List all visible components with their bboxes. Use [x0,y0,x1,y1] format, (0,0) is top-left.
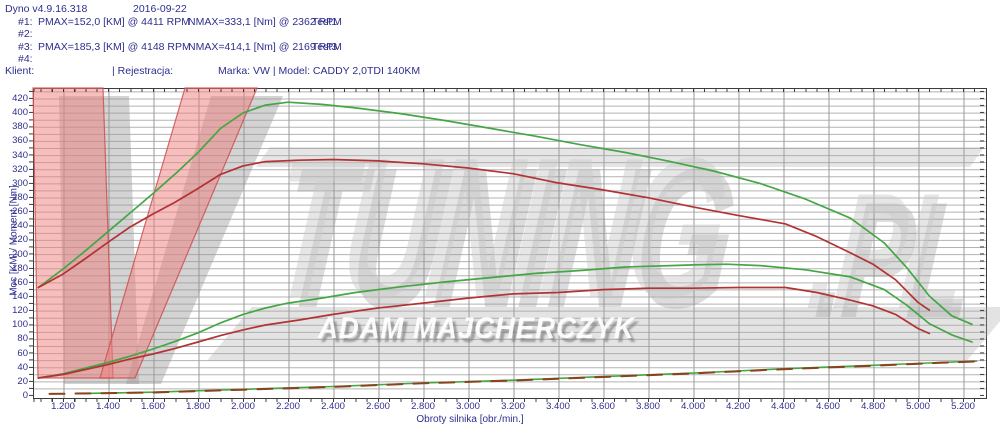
x-tick-label: 2.800 [411,401,435,412]
run1-nmax: NMAX=333,1 [Nm] @ 2362 RPM [188,16,342,28]
x-tick-label: 3.000 [456,401,480,412]
y-tick-label: 80 [17,333,28,345]
y-tick-label: 260 [12,206,28,218]
y-tick-label: 180 [12,262,28,274]
x-tick-label: 4.800 [861,401,885,412]
x-tick-label: 5.200 [951,401,975,412]
x-tick-label: 4.200 [726,401,750,412]
y-tick-label: 140 [12,291,28,302]
x-tick-label: 1.800 [186,401,210,412]
y-tick-label: 280 [12,192,28,203]
y-tick-label: 20 [17,375,28,387]
y-tick-label: 340 [12,149,28,161]
x-tick-label: 3.200 [501,401,525,412]
x-tick-label: 2.200 [276,401,300,412]
y-tick-label: 0 [22,390,28,401]
vehicle-info: Marka: VW | Model: CADDY 2,0TDI 140KM [218,65,421,77]
client-label: Klient: [5,65,35,77]
y-tick-label: 220 [12,234,28,246]
y-tick-label: 240 [12,220,28,232]
y-tick-label: 400 [12,107,28,119]
x-tick-label: 3.600 [591,401,615,412]
run1-number: #1: [18,16,33,28]
y-tick-label: 40 [17,361,28,373]
y-tick-label: 360 [12,135,28,147]
registration-label: | Rejestracja: [112,65,174,77]
x-tick-label: 4.000 [681,401,705,412]
run4-number: #4: [18,53,33,65]
x-tick-label: 2.400 [321,401,345,412]
x-tick-label: 3.400 [546,401,570,412]
y-tick-label: 300 [12,177,28,189]
x-tick-label: 1.400 [96,401,120,412]
run2-number: #2: [18,28,33,40]
dyno-curves [37,101,978,395]
y-tick-label: 200 [12,248,28,260]
report-date: 2016-09-22 [133,3,187,15]
report-header: Dyno v4.9.16.318 2016-09-22 #1: PMAX=152… [0,0,1000,85]
x-tick-label: 3.800 [636,401,660,412]
x-tick-label: 5.000 [906,401,930,412]
x-tick-label: 2.600 [366,401,390,412]
x-tick-label: 2.000 [231,401,255,412]
run3-number: #3: [18,41,33,53]
y-tick-label: 320 [12,163,28,175]
dyno-chart: TUNING .PL ADAM MAJCHERCZYK 1.200 1.400 1.… [0,85,1000,430]
x-tick-label: 1.600 [141,401,165,412]
y-tick-label: 120 [12,305,28,317]
y-tick-label: 100 [12,319,28,331]
run3-pmax: PMAX=185,3 [KM] @ 4148 RPM [38,41,191,53]
y-tick-label: 380 [12,121,28,133]
x-tick-label: 4.400 [771,401,795,412]
x-axis-title: Obroty silnika [obr./min.] [416,414,524,425]
run1-test-label: Test1 [312,16,338,28]
x-tick-label: 4.600 [816,401,840,412]
x-tick-label: 1.200 [51,401,75,412]
run3-test-label: Test3 [312,41,338,53]
run1-pmax: PMAX=152,0 [KM] @ 4411 RPM [38,16,190,28]
y-tick-label: 60 [17,347,28,359]
y-axis-title: Moc [KM] / Moment [Nm] [8,185,20,296]
y-tick-label: 160 [12,276,28,288]
run3-nmax: NMAX=414,1 [Nm] @ 2169 RPM [188,41,342,53]
y-tick-label: 420 [12,93,28,104]
app-version: Dyno v4.9.16.318 [5,3,88,15]
